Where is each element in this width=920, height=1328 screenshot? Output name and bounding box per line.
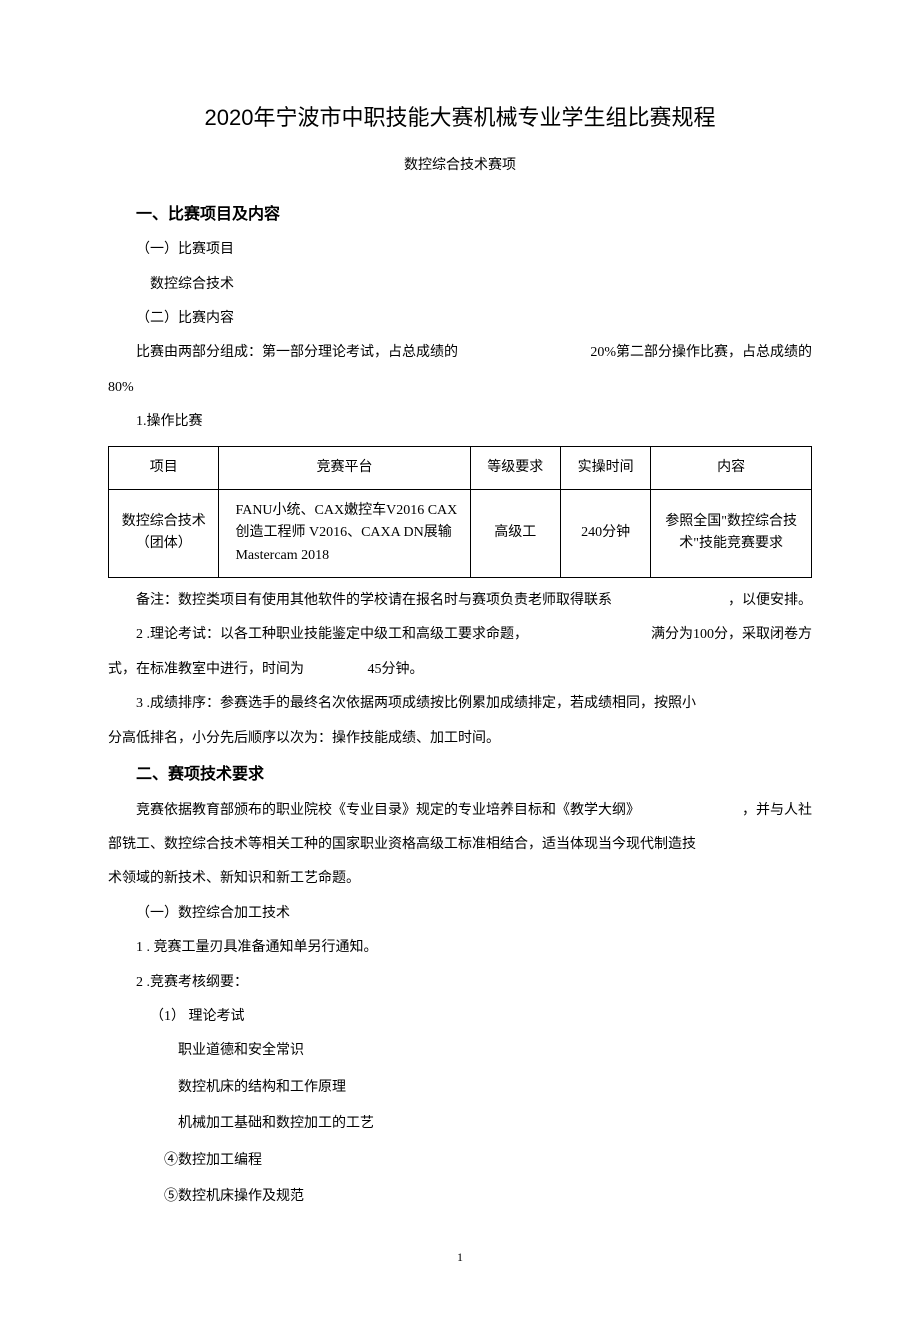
- composition-line-2: 80%: [108, 377, 812, 399]
- cell-level: 高级工: [470, 489, 560, 577]
- table-row: 数控综合技术（团体） FANU小统、CAX嫩控车V2016 CAX创造工程师 V…: [109, 489, 812, 577]
- table-header-row: 项目 竞赛平台 等级要求 实操时间 内容: [109, 446, 812, 489]
- table-note-right: ，以便安排。: [728, 590, 812, 612]
- col-header-time: 实操时间: [560, 446, 650, 489]
- deep-item-3: 机械加工基础和数控加工的工艺: [108, 1113, 812, 1135]
- deep-item-1: 职业道德和安全常识: [108, 1040, 812, 1062]
- cell-content: 参照全国"数控综合技术"技能竞赛要求: [651, 489, 812, 577]
- section-2-intro-line-3: 术领域的新技术、新知识和新工艺命题。: [108, 868, 812, 890]
- page-number: 1: [108, 1248, 812, 1267]
- deep-item-2: 数控机床的结构和工作原理: [108, 1077, 812, 1099]
- col-header-level: 等级要求: [470, 446, 560, 489]
- section-1-sub1-heading: （一）比赛项目: [108, 239, 812, 261]
- item-2-line-1: 2 .理论考试：以各工种职业技能鉴定中级工和高级工要求命题， 满分为100分，采…: [108, 624, 812, 646]
- cell-project: 数控综合技术（团体）: [109, 489, 219, 577]
- section-2-item-2: 2 .竞赛考核纲要：: [108, 972, 812, 994]
- section-2-item-1: 1 . 竞赛工量刃具准备通知单另行通知。: [108, 937, 812, 959]
- composition-line-1-right: 20%第二部分操作比赛，占总成绩的: [590, 342, 812, 364]
- item-2-line-1-right: 满分为100分，采取闭卷方: [651, 624, 812, 646]
- nested-theory-exam: （1） 理论考试: [108, 1006, 812, 1028]
- composition-line-1-left: 比赛由两部分组成：第一部分理论考试，占总成绩的: [108, 342, 458, 364]
- section-2-sub1-heading: （一）数控综合加工技术: [108, 903, 812, 925]
- document-subtitle: 数控综合技术赛项: [108, 155, 812, 177]
- deep-item-5: ⑤数控机床操作及规范: [108, 1186, 812, 1208]
- item-3-line-1: 3 .成绩排序：参赛选手的最终名次依据两项成绩按比例累加成绩排定，若成绩相同，按…: [108, 693, 812, 715]
- item-2-line-2-left: 式，在标准教室中进行，时间为: [108, 662, 304, 677]
- section-2-intro-left: 竞赛依据教育部颁布的职业院校《专业目录》规定的专业培养目标和《教学大纲》: [108, 800, 640, 822]
- item-2-line-2-right: 45分钟。: [368, 662, 424, 677]
- section-1-sub1-content: 数控综合技术: [108, 274, 812, 296]
- competition-table: 项目 竞赛平台 等级要求 实操时间 内容 数控综合技术（团体） FANU小统、C…: [108, 446, 812, 579]
- col-header-project: 项目: [109, 446, 219, 489]
- table-note: 备注：数控类项目有使用其他软件的学校请在报名时与赛项负责老师取得联系 ，以便安排…: [108, 590, 812, 612]
- item-2-line-2: 式，在标准教室中进行，时间为 45分钟。: [108, 659, 812, 681]
- document-title: 2020年宁波市中职技能大赛机械专业学生组比赛规程: [108, 100, 812, 135]
- section-2-intro-line-2: 部铣工、数控综合技术等相关工种的国家职业资格高级工标准相结合，适当体现当今现代制…: [108, 834, 812, 856]
- composition-line-1: 比赛由两部分组成：第一部分理论考试，占总成绩的 20%第二部分操作比赛，占总成绩…: [108, 342, 812, 364]
- cell-platform: FANU小统、CAX嫩控车V2016 CAX创造工程师 V2016、CAXA D…: [219, 489, 470, 577]
- item-2-line-1-left: 2 .理论考试：以各工种职业技能鉴定中级工和高级工要求命题，: [108, 624, 528, 646]
- section-1-heading: 一、比赛项目及内容: [108, 202, 812, 228]
- section-2-intro-right: ，并与人社: [742, 800, 812, 822]
- col-header-content: 内容: [651, 446, 812, 489]
- section-1-sub2-heading: （二）比赛内容: [108, 308, 812, 330]
- item-1-label: 1.操作比赛: [108, 411, 812, 433]
- cell-time: 240分钟: [560, 489, 650, 577]
- item-3-line-2: 分高低排名，小分先后顺序以次为：操作技能成绩、加工时间。: [108, 728, 812, 750]
- section-2-intro-line-1: 竞赛依据教育部颁布的职业院校《专业目录》规定的专业培养目标和《教学大纲》 ，并与…: [108, 800, 812, 822]
- table-note-left: 备注：数控类项目有使用其他软件的学校请在报名时与赛项负责老师取得联系: [108, 590, 612, 612]
- deep-item-4: ④数控加工编程: [108, 1150, 812, 1172]
- section-2-heading: 二、赛项技术要求: [108, 762, 812, 788]
- col-header-platform: 竞赛平台: [219, 446, 470, 489]
